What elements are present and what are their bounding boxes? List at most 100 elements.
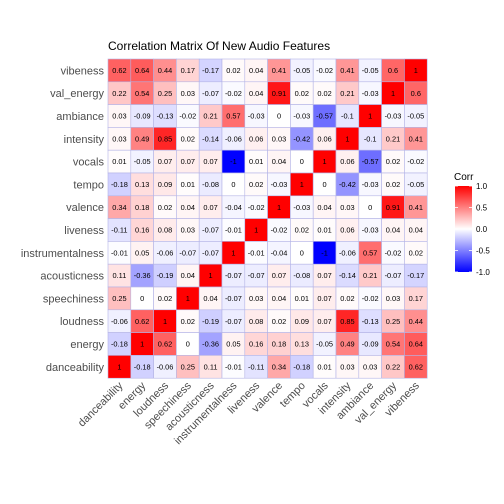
heatmap-cell-label: -0.42 bbox=[293, 134, 310, 143]
heatmap-cell-label: 1 bbox=[391, 89, 395, 98]
heatmap-cell-label: 0.04 bbox=[203, 294, 217, 303]
heatmap-cell-label: 0 bbox=[300, 157, 304, 166]
heatmap-cell-label: 0.64 bbox=[409, 340, 423, 349]
heatmap-cell-label: 0.18 bbox=[272, 340, 286, 349]
heatmap-cell-label: -0.02 bbox=[385, 248, 402, 257]
y-tick-label: instrumentalness bbox=[21, 248, 105, 260]
heatmap-cell-label: 0.21 bbox=[203, 112, 217, 121]
heatmap-cell-label: -0.07 bbox=[385, 271, 402, 280]
heatmap-cell-label: 0.07 bbox=[181, 157, 195, 166]
heatmap-cell-label: -0.18 bbox=[111, 340, 128, 349]
heatmap-cell-label: 0.06 bbox=[340, 157, 354, 166]
heatmap-cell-label: 0.07 bbox=[317, 294, 331, 303]
legend-title: Corr bbox=[454, 172, 474, 183]
heatmap-cell-label: 0.62 bbox=[135, 317, 149, 326]
heatmap-cell-label: -0.03 bbox=[248, 112, 265, 121]
heatmap-cell-label: 1 bbox=[231, 248, 235, 257]
legend-tick-label: -0.5 bbox=[476, 247, 490, 256]
heatmap-cell-label: 0.03 bbox=[181, 89, 195, 98]
heatmap-cell-label: -0.03 bbox=[293, 112, 310, 121]
heatmap-cell-label: 0.04 bbox=[272, 294, 286, 303]
heatmap-cell-label: 0.02 bbox=[340, 294, 354, 303]
heatmap-cell-label: 0.07 bbox=[158, 157, 172, 166]
heatmap-cell-label: -0.01 bbox=[248, 248, 265, 257]
heatmap-cell-label: -0.05 bbox=[316, 340, 333, 349]
heatmap-cell-label: 0.62 bbox=[158, 340, 172, 349]
heatmap-cell-label: 0.04 bbox=[249, 89, 263, 98]
heatmap-cell-label: 1 bbox=[345, 134, 349, 143]
heatmap-cell-label: 0.13 bbox=[135, 180, 149, 189]
heatmap-cell-label: -0.42 bbox=[339, 180, 356, 189]
legend-tick-label: 1.0 bbox=[476, 182, 488, 191]
heatmap-cell-label: 0.16 bbox=[249, 340, 263, 349]
heatmap-cell-label: -0.01 bbox=[225, 362, 242, 371]
heatmap-cell-label: -0.05 bbox=[293, 66, 310, 75]
chart-title: Correlation Matrix Of New Audio Features bbox=[108, 39, 330, 53]
heatmap-cell-label: -0.02 bbox=[407, 157, 424, 166]
heatmap-cell-label: -0.13 bbox=[362, 317, 379, 326]
heatmap-cell-label: 0.49 bbox=[135, 134, 149, 143]
heatmap-cell-label: -0.02 bbox=[225, 89, 242, 98]
heatmap-cell-label: 0.44 bbox=[409, 317, 423, 326]
heatmap-cell-label: 0.02 bbox=[158, 203, 172, 212]
heatmap-cell-label: -0.02 bbox=[271, 226, 288, 235]
heatmap-cell-label: -0.09 bbox=[134, 112, 151, 121]
heatmap-cell-label: 0.16 bbox=[135, 226, 149, 235]
heatmap-cell-label: -0.05 bbox=[407, 112, 424, 121]
heatmap-cell-label: 0.04 bbox=[386, 226, 400, 235]
heatmap-cell-label: 0.03 bbox=[249, 294, 263, 303]
heatmap-cell-label: -0.06 bbox=[225, 134, 242, 143]
heatmap-cell-label: 0.44 bbox=[158, 66, 172, 75]
heatmap-cell-label: 0 bbox=[323, 180, 327, 189]
heatmap-cell-label: -0.57 bbox=[316, 112, 333, 121]
y-tick-label: vocals bbox=[73, 157, 105, 169]
heatmap-cell-label: 0.57 bbox=[363, 248, 377, 257]
heatmap-cell-label: 0.05 bbox=[135, 248, 149, 257]
heatmap-cell-label: 0.41 bbox=[409, 134, 423, 143]
heatmap-cell-label: 0.02 bbox=[249, 180, 263, 189]
heatmap-cell-label: 1 bbox=[117, 362, 121, 371]
heatmap-cell-label: 0 bbox=[368, 203, 372, 212]
heatmap-cell-label: -0.17 bbox=[407, 271, 424, 280]
heatmap-cell-label: 0.54 bbox=[386, 340, 400, 349]
heatmap-cell-label: -0.07 bbox=[225, 294, 242, 303]
y-axis-labels: vibeness val_energy ambiance intensity vocal… bbox=[21, 65, 105, 373]
heatmap-cell-label: 0.04 bbox=[249, 66, 263, 75]
heatmap-cell-label: -0.03 bbox=[271, 180, 288, 189]
heatmap-cell-label: -0.11 bbox=[111, 226, 127, 235]
heatmap-cell-label: 0.41 bbox=[340, 66, 354, 75]
heatmap-cell-label: 0.07 bbox=[203, 157, 217, 166]
heatmap-cell-label: 0.85 bbox=[340, 317, 354, 326]
heatmap-cell-label: 0.01 bbox=[317, 226, 331, 235]
heatmap-cell-label: 0.22 bbox=[112, 89, 126, 98]
heatmap-cell-label: 0.02 bbox=[317, 89, 331, 98]
heatmap-cell-label: 1 bbox=[254, 226, 258, 235]
heatmap-cell-label: 0.11 bbox=[112, 271, 126, 280]
heatmap-cell-label: -0.02 bbox=[362, 294, 379, 303]
heatmap-cell-label: -0.06 bbox=[157, 248, 174, 257]
heatmap-cell-label: 0.01 bbox=[112, 157, 126, 166]
heatmap-cell-label: -1 bbox=[230, 157, 237, 166]
heatmap-cell-label: 0.02 bbox=[181, 134, 195, 143]
heatmap-cell-label: 0.34 bbox=[272, 362, 286, 371]
heatmap-cell-label: 0.06 bbox=[317, 134, 331, 143]
heatmap-cell-label: 0.25 bbox=[386, 317, 400, 326]
heatmap-cell-label: -0.01 bbox=[225, 226, 242, 235]
heatmap-cell-label: 0.02 bbox=[295, 89, 309, 98]
heatmap-cell-label: -0.08 bbox=[202, 180, 219, 189]
heatmap-cell-label: 0.07 bbox=[203, 203, 217, 212]
y-tick-label: vibeness bbox=[61, 65, 105, 77]
heatmap-cell-label: -0.13 bbox=[157, 112, 174, 121]
heatmap-cell-label: 0.91 bbox=[386, 203, 400, 212]
legend-tick-label: 0.5 bbox=[476, 204, 488, 213]
heatmap-cell-label: -0.03 bbox=[293, 203, 310, 212]
heatmap-cell-label: -0.07 bbox=[225, 271, 242, 280]
heatmap-cell-label: 0.02 bbox=[226, 66, 240, 75]
heatmap-cell-label: 1 bbox=[186, 294, 190, 303]
heatmap-cell-label: 0.04 bbox=[317, 203, 331, 212]
heatmap-cell-label: -0.07 bbox=[202, 248, 219, 257]
heatmap-cell-label: 0.17 bbox=[181, 66, 195, 75]
y-tick-label: intensity bbox=[64, 134, 105, 146]
heatmap-cell-label: 0.25 bbox=[158, 89, 172, 98]
